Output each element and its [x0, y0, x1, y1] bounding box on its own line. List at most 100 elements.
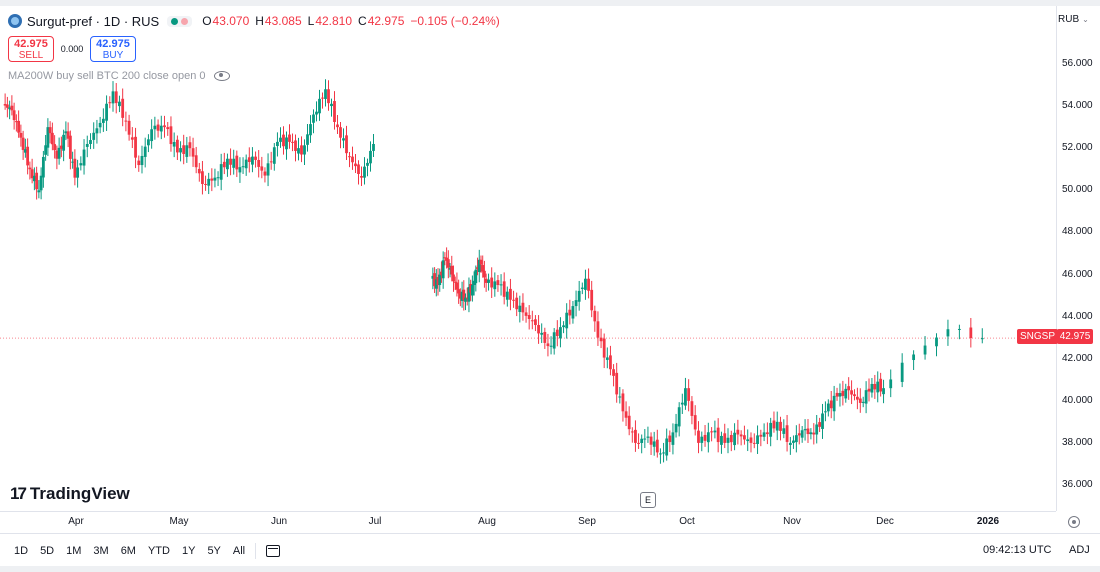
- candle-body: [472, 280, 476, 286]
- candle-body: [445, 257, 449, 261]
- sell-button[interactable]: 42.975 SELL: [8, 36, 54, 62]
- candle-body: [241, 166, 245, 168]
- candle-body: [824, 411, 827, 413]
- adjust-toggle[interactable]: ADJ: [1069, 544, 1090, 556]
- candle-body: [637, 442, 640, 444]
- candle-body: [213, 177, 217, 181]
- candle-body: [476, 267, 479, 270]
- range-button-6m[interactable]: 6M: [120, 544, 136, 557]
- range-button-5d[interactable]: 5D: [40, 544, 55, 557]
- price-tick-label: 56.000: [1062, 58, 1093, 69]
- earnings-event-marker[interactable]: E: [640, 492, 656, 508]
- candle-body: [10, 105, 14, 111]
- candle-body: [32, 175, 36, 182]
- chart-settings-gear-icon[interactable]: [1068, 516, 1080, 528]
- go-to-date-calendar-icon[interactable]: [266, 544, 281, 557]
- candle-body: [765, 432, 769, 435]
- candle-body: [627, 415, 631, 430]
- range-button-ytd[interactable]: YTD: [147, 544, 170, 557]
- candle-body: [549, 345, 553, 347]
- candle-body: [684, 388, 687, 406]
- time-tick-label: May: [169, 516, 189, 527]
- clock[interactable]: 09:42:13 UTC: [983, 544, 1052, 556]
- logo-text: TradingView: [29, 484, 130, 503]
- candle-body: [855, 396, 859, 400]
- candle-body: [499, 284, 503, 286]
- candle-body: [749, 437, 753, 443]
- candle-body: [130, 137, 134, 140]
- candle-body: [649, 436, 653, 445]
- candle-body: [450, 265, 454, 275]
- candle-body: [490, 277, 494, 288]
- range-button-3m[interactable]: 3M: [93, 544, 109, 557]
- time-scale[interactable]: [0, 511, 1056, 534]
- candle-body: [124, 120, 128, 122]
- candle-body: [618, 396, 622, 398]
- trade-panel: 42.975 SELL 0.000 42.975 BUY: [8, 36, 136, 62]
- candle-body: [101, 118, 105, 123]
- candle-body: [697, 430, 700, 443]
- candle-body: [493, 281, 497, 290]
- candle-body: [294, 140, 297, 151]
- candle-body: [436, 277, 440, 286]
- candle-body: [515, 297, 519, 310]
- price-scale[interactable]: [1056, 6, 1100, 511]
- candle-body: [300, 145, 303, 155]
- candle-body: [82, 149, 86, 166]
- candle-body: [615, 372, 619, 395]
- candle-body: [175, 139, 179, 153]
- buy-button[interactable]: 42.975 BUY: [90, 36, 136, 62]
- candle-body: [835, 392, 839, 397]
- candle-body: [345, 135, 348, 154]
- candle-body: [185, 145, 189, 157]
- candle-body: [762, 432, 766, 437]
- candle-body: [599, 337, 603, 342]
- candle-body: [105, 103, 108, 121]
- candle-body: [565, 312, 569, 329]
- range-button-5y[interactable]: 5Y: [207, 544, 221, 557]
- symbol-name[interactable]: Surgut-pref · 1D · RUS: [27, 13, 160, 29]
- candle-body: [76, 167, 80, 178]
- candle-body: [879, 378, 883, 392]
- range-button-1d[interactable]: 1D: [14, 544, 29, 557]
- currency-selector[interactable]: RUB ⌄: [1058, 14, 1089, 25]
- candle-body: [584, 278, 587, 290]
- candle-body: [769, 422, 773, 437]
- candle-body: [457, 289, 461, 294]
- time-tick-label: Dec: [876, 516, 894, 527]
- candle-body: [496, 280, 500, 286]
- range-button-1y[interactable]: 1Y: [181, 544, 196, 557]
- indicator-legend[interactable]: MA200W buy sell BTC 200 close open 0: [8, 70, 230, 82]
- range-button-1m[interactable]: 1M: [66, 544, 82, 557]
- candle-body: [351, 156, 354, 163]
- hide-indicator-eye-icon[interactable]: [213, 71, 230, 81]
- candle-body: [889, 379, 893, 389]
- candle-body: [254, 156, 257, 160]
- candle-body: [448, 268, 452, 270]
- candle-body: [238, 167, 242, 173]
- candle-body: [505, 291, 509, 300]
- candle-body: [23, 149, 27, 153]
- high-label: H: [255, 14, 264, 28]
- price-tick-label: 48.000: [1062, 226, 1093, 238]
- candle-body: [460, 291, 464, 301]
- tradingview-logo[interactable]: 17 TradingView: [10, 484, 130, 504]
- bottom-border: [0, 566, 1100, 572]
- time-tick-label: Aug: [478, 516, 496, 527]
- market-open-dot-icon: [171, 17, 179, 25]
- market-status-dots[interactable]: [167, 15, 193, 27]
- indicator-title: MA200W buy sell BTC 200 close open 0: [8, 70, 206, 82]
- candle-body: [838, 393, 842, 397]
- range-button-all[interactable]: All: [232, 544, 246, 557]
- price-chart[interactable]: [0, 6, 1056, 511]
- candle-body: [291, 141, 294, 143]
- candle-body: [21, 137, 25, 150]
- candle-body: [191, 148, 195, 157]
- candle-body: [312, 114, 315, 123]
- candle-body: [590, 289, 594, 311]
- candle-body: [841, 390, 845, 396]
- time-tick-label: Jul: [368, 516, 382, 527]
- candle-body: [465, 297, 469, 299]
- data-delay-dot-icon: [181, 17, 189, 25]
- candle-body: [108, 102, 112, 104]
